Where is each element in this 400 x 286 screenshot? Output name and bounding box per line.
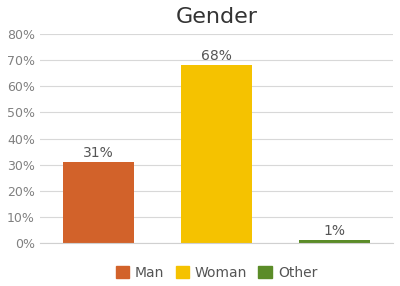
Bar: [181, 65, 252, 243]
Title: Gender: Gender: [176, 7, 258, 27]
Text: 1%: 1%: [323, 225, 345, 239]
Text: 31%: 31%: [83, 146, 114, 160]
Legend: Man, Woman, Other: Man, Woman, Other: [110, 261, 323, 286]
Bar: [299, 241, 370, 243]
Bar: [63, 162, 134, 243]
Text: 68%: 68%: [201, 49, 232, 63]
